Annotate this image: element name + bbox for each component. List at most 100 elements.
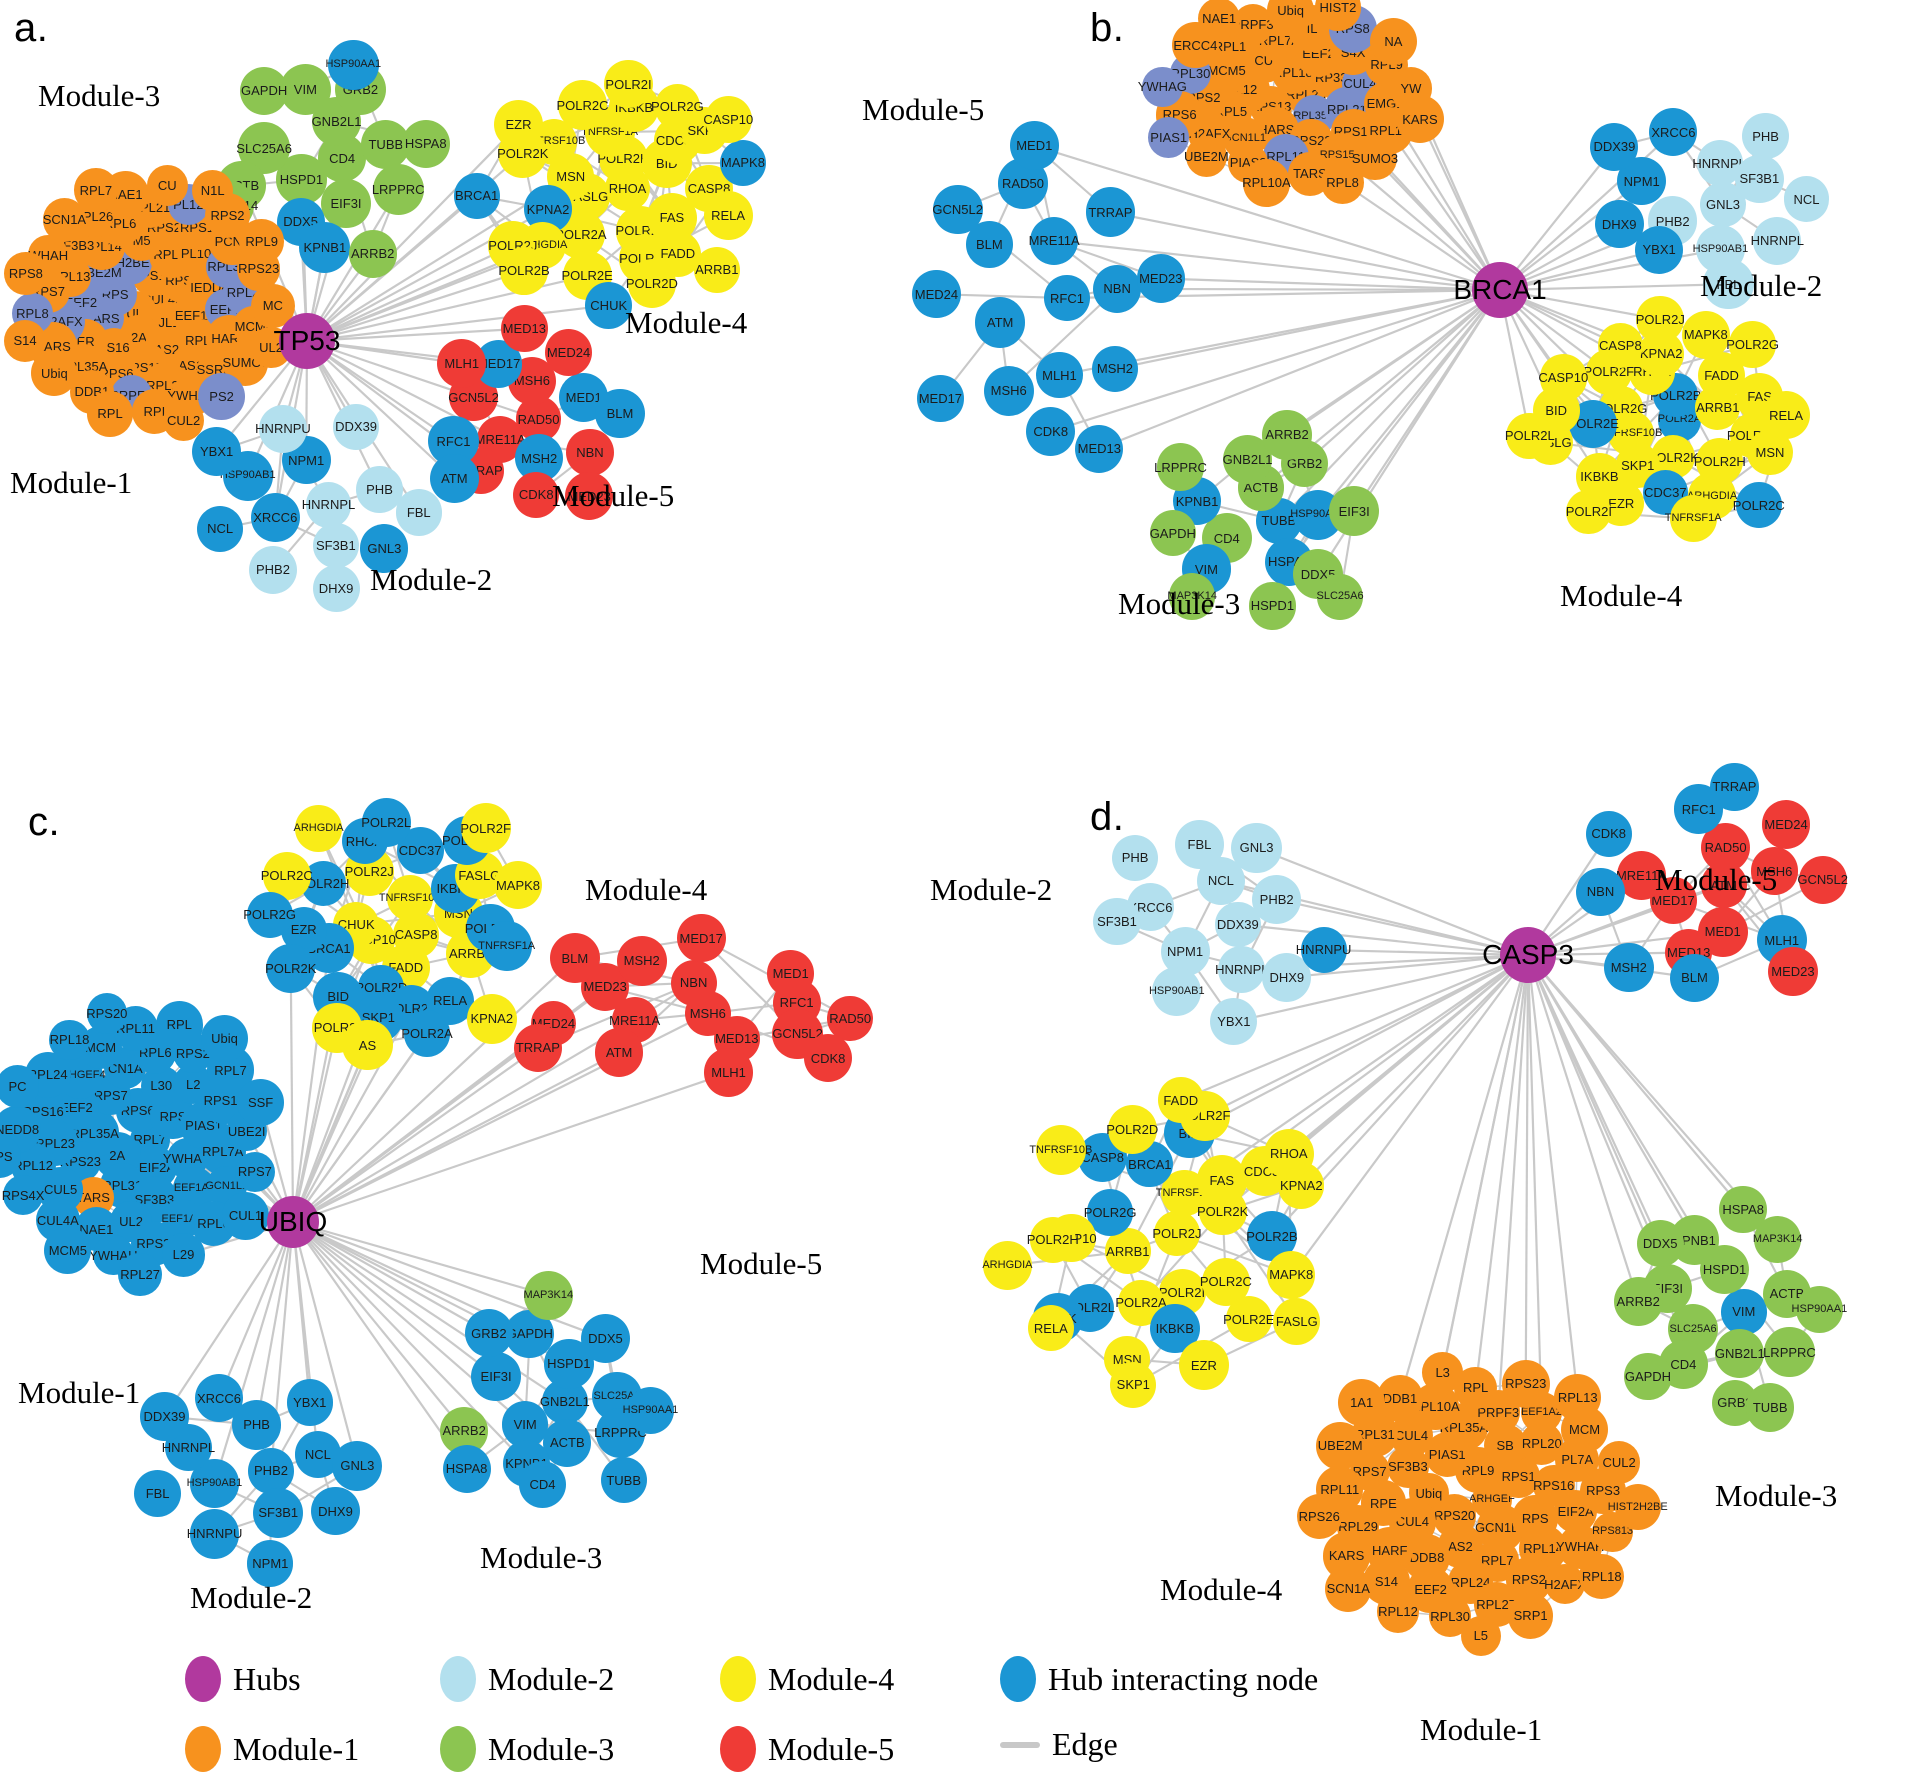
network-node[interactable]: MRE11A [1029, 216, 1080, 266]
network-node[interactable]: RHOA [1263, 1128, 1314, 1179]
network-node[interactable]: CDK8 [1026, 407, 1076, 456]
network-node[interactable]: GAPDH [1150, 510, 1196, 557]
network-node[interactable]: EZR [494, 100, 543, 150]
network-node[interactable]: RPL [87, 390, 134, 438]
network-node[interactable]: POLR2C [1733, 482, 1785, 528]
network-node[interactable]: CUL2 [1597, 1441, 1641, 1484]
network-node[interactable]: ARRB2 [1613, 1276, 1663, 1326]
network-node[interactable]: SLC25A6 [1317, 573, 1364, 620]
network-node[interactable]: MED1 [767, 950, 814, 998]
network-node[interactable]: EIF3I [321, 178, 371, 229]
network-node[interactable]: MED24 [1761, 800, 1811, 849]
network-node[interactable]: NBN [566, 429, 614, 477]
network-node[interactable]: HSPA8 [442, 1444, 491, 1493]
network-node[interactable]: POLR2D [1106, 1104, 1158, 1154]
network-node[interactable]: HNRNPL [302, 482, 355, 528]
network-node[interactable]: POLR2G [651, 83, 704, 130]
network-node[interactable]: KPNA2 [466, 993, 517, 1044]
network-node[interactable]: HSP90AB1 [1149, 966, 1205, 1016]
network-node[interactable]: KARS [1395, 95, 1444, 144]
network-node[interactable]: POLR2F [460, 803, 511, 854]
network-node[interactable]: TUBB [1746, 1383, 1795, 1432]
network-node[interactable]: DDX39 [333, 404, 379, 450]
network-node[interactable]: HNRNPU [1296, 927, 1351, 973]
network-node[interactable]: MED24 [912, 269, 961, 319]
network-node[interactable]: MED23 [1768, 947, 1818, 997]
network-node[interactable]: RPL7 [74, 168, 118, 212]
network-node[interactable]: RPL9 [239, 219, 284, 264]
network-node[interactable]: PIAS1 [1148, 116, 1190, 158]
hub-node-casp3[interactable]: CASP3 [1482, 927, 1574, 983]
network-node[interactable]: POLR2I [1566, 489, 1612, 535]
network-node[interactable]: ATM [974, 297, 1026, 348]
network-node[interactable]: HSPA8 [401, 120, 450, 168]
network-node[interactable]: SF3B1 [253, 1487, 304, 1538]
hub-node-ubiq[interactable]: UBIQ [259, 1196, 327, 1248]
network-node[interactable]: POLR2G [1726, 321, 1779, 368]
network-node[interactable]: MED17 [676, 913, 726, 963]
network-node[interactable]: RELA [703, 191, 753, 241]
network-node[interactable]: CDK8 [803, 1033, 853, 1083]
network-node[interactable]: POLR2A [401, 1010, 453, 1057]
network-node[interactable]: NBN [1576, 867, 1625, 916]
network-node[interactable]: ARHGDIA [982, 1240, 1032, 1291]
network-node[interactable]: RFC1 [1044, 275, 1090, 321]
network-node[interactable]: CDK8 [1585, 810, 1632, 857]
network-node[interactable]: AS [342, 1020, 393, 1071]
network-node[interactable]: MAPK8 [1267, 1251, 1316, 1299]
network-node[interactable]: NCL [196, 505, 244, 553]
network-node[interactable]: RPL18 [49, 1019, 90, 1060]
network-node[interactable]: NA [1369, 18, 1418, 66]
network-node[interactable]: SCN1A [1325, 1565, 1372, 1612]
network-node[interactable]: POLR2E [1223, 1296, 1274, 1343]
network-node[interactable]: SF3B1 [312, 522, 359, 569]
network-node[interactable]: FADD [1157, 1077, 1204, 1124]
network-node[interactable]: GAPDH [1624, 1353, 1672, 1401]
network-node[interactable]: NBN [1092, 264, 1142, 314]
network-node[interactable]: MLH1 [704, 1048, 753, 1098]
network-node[interactable]: HNRNPU [255, 405, 311, 453]
network-node[interactable]: BLM [595, 389, 645, 439]
network-node[interactable]: PHB [1112, 834, 1159, 881]
network-node[interactable]: POLR2H [1027, 1216, 1079, 1263]
network-node[interactable]: BRCA1 [453, 172, 500, 219]
network-node[interactable]: MED23 [1136, 254, 1185, 303]
network-node[interactable]: PHB2 [248, 1448, 294, 1494]
network-node[interactable]: RELA [1762, 391, 1810, 440]
network-node[interactable]: HNRNPL [1215, 945, 1269, 994]
network-node[interactable]: RPS20 [86, 993, 127, 1034]
network-node[interactable]: MSH2 [1603, 942, 1654, 993]
network-node[interactable]: MAPK8 [493, 861, 543, 910]
network-node[interactable]: UBE2M [1316, 1421, 1365, 1470]
network-node[interactable]: FBL [395, 489, 442, 536]
network-node[interactable]: MAPK8 [1681, 310, 1730, 359]
network-node[interactable]: DHX9 [1594, 199, 1644, 249]
network-node[interactable]: DDX5 [1636, 1220, 1684, 1268]
network-node[interactable]: RPS26 [1296, 1493, 1342, 1540]
network-node[interactable]: EIF3I [471, 1351, 521, 1402]
network-node[interactable]: MSH2 [616, 935, 667, 986]
network-node[interactable]: FASLG [1273, 1297, 1321, 1345]
network-node[interactable]: RPS7 [234, 1151, 276, 1192]
network-node[interactable]: SRP1 [1508, 1593, 1554, 1639]
network-node[interactable]: LRPPRC [1154, 443, 1207, 492]
network-node[interactable]: LRPPRC [1763, 1326, 1816, 1378]
network-node[interactable]: MAPK8 [719, 139, 767, 187]
network-node[interactable]: NCL [1783, 176, 1830, 223]
network-node[interactable]: RPS8 [4, 251, 48, 296]
network-node[interactable]: EIF3I [1329, 486, 1380, 536]
network-node[interactable]: RPL18 [1579, 1554, 1625, 1599]
network-node[interactable]: KPNB1 [299, 221, 351, 273]
network-node[interactable]: ACTB [543, 1419, 592, 1467]
network-node[interactable]: DHX9 [312, 564, 360, 612]
network-node[interactable]: NBN [670, 959, 717, 1006]
network-node[interactable]: L3 [1422, 1352, 1463, 1393]
network-node[interactable]: SF3B1 [1093, 898, 1141, 946]
network-node[interactable]: TUBB [600, 1456, 647, 1504]
network-node[interactable]: HNRNPL [1751, 216, 1804, 266]
hub-node-brca1[interactable]: BRCA1 [1453, 262, 1547, 318]
network-node[interactable]: ARRB2 [348, 229, 397, 278]
network-node[interactable]: CUL1 [221, 1191, 270, 1240]
network-node[interactable]: MED1 [1009, 121, 1059, 171]
network-node[interactable]: PHB2 [1252, 874, 1302, 924]
